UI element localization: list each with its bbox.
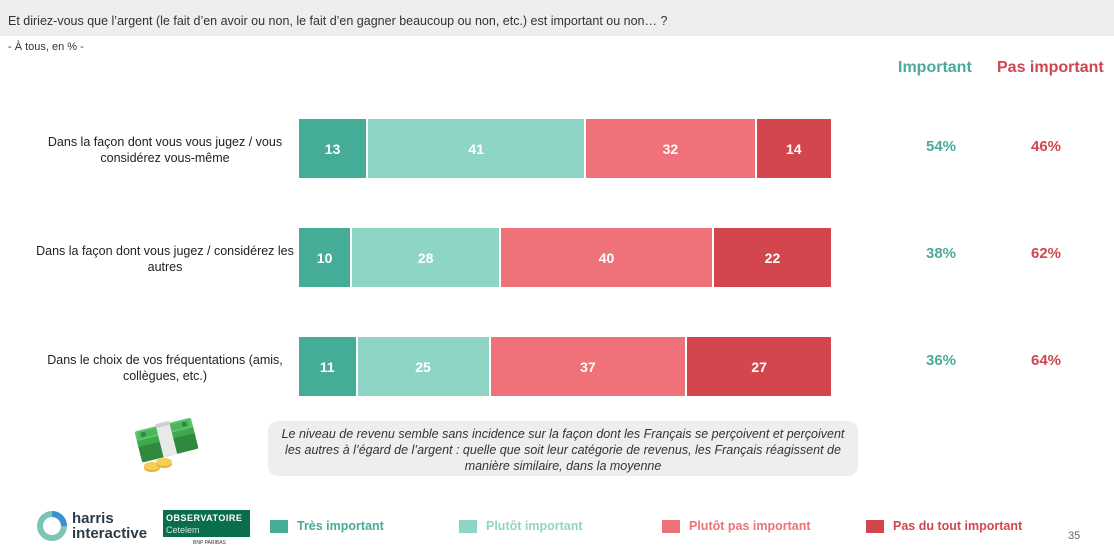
harris-ring-icon <box>37 511 67 541</box>
legend-label: Très important <box>297 519 384 533</box>
bar-segment-plutot-important-row2: 28 <box>352 228 502 287</box>
harris-interactive-logo: harris interactive <box>36 508 160 544</box>
bar-value-label: 37 <box>580 358 596 375</box>
legend-label: Pas du tout important <box>893 519 1023 533</box>
summary-pas-important-1: 46% <box>1030 138 1062 155</box>
bar-value-label: 32 <box>662 140 679 157</box>
bar-value-label: 22 <box>764 249 781 266</box>
page-number: 35 <box>1068 530 1081 542</box>
bar-segment-plutot-pas-important-row1: 32 <box>586 119 757 178</box>
row-label-1: Dans la façon dont vous vous jugez / vou… <box>47 135 283 165</box>
row-label-3: Dans le choix de vos fréquentations (ami… <box>47 353 283 383</box>
legend-swatch <box>866 520 884 533</box>
question-text: Et diriez-vous que l’argent (le fait d’e… <box>8 14 668 28</box>
question-banner <box>0 0 1114 36</box>
bar-value-label: 41 <box>468 140 484 157</box>
bar-segment-plutot-pas-important-row3: 37 <box>490 337 688 396</box>
bar-value-label: 10 <box>316 249 333 266</box>
harris-wordmark-line2: interactive <box>72 525 148 542</box>
bar-value-label: 40 <box>598 249 615 266</box>
bar-segment-pas-du-tout-important-row1: 14 <box>756 119 831 178</box>
bar-value-label: 27 <box>751 358 767 375</box>
insight-note-text: Le niveau de revenu semble sans incidenc… <box>281 427 845 473</box>
column-header-pas-important: Pas important <box>997 59 1104 76</box>
summary-pas-important-2: 62% <box>1030 245 1062 262</box>
harris-wordmark-line1: harris <box>72 510 114 527</box>
bar-value-label: 25 <box>415 358 431 375</box>
legend-label: Plutôt important <box>486 519 583 533</box>
observatoire-title: OBSERVATOIRE <box>166 513 243 523</box>
bar-segment-tres-important-row1: 13 <box>299 119 369 178</box>
summary-pas-important-3: 64% <box>1030 352 1062 369</box>
bar-segment-pas-du-tout-important-row3: 27 <box>687 337 831 396</box>
summary-important-2: 38% <box>925 245 957 262</box>
bar-value-label: 28 <box>417 249 434 266</box>
bar-segment-tres-important-row3: 11 <box>299 337 358 396</box>
insight-note: Le niveau de revenu semble sans incidenc… <box>268 421 858 476</box>
legend-label: Plutôt pas important <box>689 519 811 533</box>
bar-segment-plutot-important-row3: 25 <box>357 337 491 396</box>
summary-important-3: 36% <box>925 352 957 369</box>
bar-value-label: 14 <box>785 140 802 157</box>
column-header-important: Important <box>898 59 972 76</box>
row-label-2: Dans la façon dont vous jugez / considér… <box>36 244 294 274</box>
bar-segment-tres-important-row2: 10 <box>299 228 353 287</box>
legend-swatch <box>459 520 477 533</box>
observatoire-strip: BNP PARIBAS <box>163 537 250 547</box>
bar-segment-plutot-important-row1: 41 <box>368 119 587 178</box>
summary-important-1: 54% <box>925 138 957 155</box>
bar-segment-plutot-pas-important-row2: 40 <box>501 228 714 287</box>
bar-value-label: 13 <box>324 140 341 157</box>
bar-segment-pas-du-tout-important-row2: 22 <box>713 228 831 287</box>
money-stack-icon <box>134 417 199 472</box>
observatoire-cetelem-logo: OBSERVATOIRE Cetelem BNP PARIBAS <box>163 510 250 547</box>
observatoire-subtitle: Cetelem <box>166 525 200 535</box>
bar-value-label: 11 <box>319 358 335 375</box>
legend-swatch <box>662 520 680 533</box>
base-text: - À tous, en % - <box>8 41 84 53</box>
legend-swatch <box>270 520 288 533</box>
observatoire-strip-text: BNP PARIBAS <box>193 540 226 546</box>
